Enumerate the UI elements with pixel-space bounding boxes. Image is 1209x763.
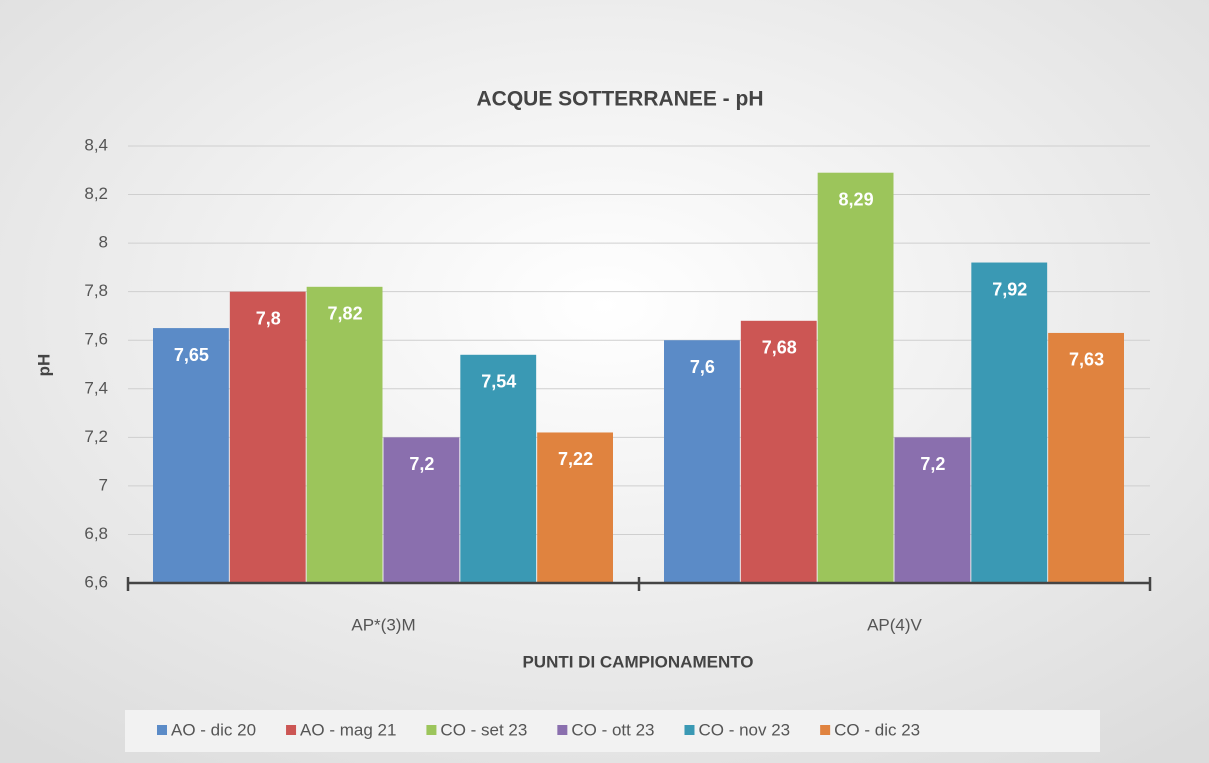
data-label: 7,65 bbox=[174, 345, 209, 365]
data-label: 7,22 bbox=[558, 449, 593, 469]
legend-label: CO - ott 23 bbox=[571, 720, 654, 739]
data-label: 7,54 bbox=[481, 372, 516, 392]
x-tick-label: AP*(3)M bbox=[351, 615, 415, 634]
legend-label: CO - nov 23 bbox=[698, 720, 790, 739]
y-tick-label: 7,8 bbox=[84, 281, 108, 300]
data-label: 7,2 bbox=[409, 454, 434, 474]
x-axis-label: PUNTI DI CAMPIONAMENTO bbox=[522, 652, 753, 671]
data-label: 7,82 bbox=[328, 304, 363, 324]
bar bbox=[460, 354, 537, 583]
y-tick-label: 7,4 bbox=[84, 378, 108, 397]
y-tick-label: 7,2 bbox=[84, 427, 108, 446]
data-label: 7,8 bbox=[256, 308, 281, 328]
legend-marker bbox=[684, 725, 695, 735]
legend-marker bbox=[820, 725, 831, 735]
y-tick-label: 8,4 bbox=[84, 135, 108, 154]
y-tick-label: 7 bbox=[99, 475, 108, 494]
bar bbox=[740, 320, 817, 583]
bar bbox=[537, 432, 613, 583]
y-tick-label: 6,6 bbox=[84, 572, 108, 591]
bar bbox=[306, 286, 383, 583]
legend-label: CO - set 23 bbox=[440, 720, 527, 739]
y-tick-label: 6,8 bbox=[84, 524, 108, 543]
chart-title: ACQUE SOTTERRANEE - pH bbox=[476, 88, 763, 111]
y-tick-label: 8,2 bbox=[84, 184, 108, 203]
bar bbox=[153, 328, 229, 583]
y-tick-label: 8 bbox=[99, 233, 108, 252]
bar bbox=[1048, 332, 1124, 583]
data-label: 7,2 bbox=[920, 454, 945, 474]
legend-label: CO - dic 23 bbox=[834, 720, 920, 739]
bar bbox=[664, 340, 740, 583]
data-label: 8,29 bbox=[839, 189, 874, 209]
legend-label: AO - dic 20 bbox=[171, 720, 256, 739]
data-label: 7,68 bbox=[762, 338, 797, 358]
bar bbox=[971, 262, 1048, 583]
legend-label: AO - mag 21 bbox=[300, 720, 396, 739]
data-label: 7,6 bbox=[690, 357, 715, 377]
y-axis-label: pH bbox=[34, 354, 53, 377]
bar bbox=[894, 437, 971, 583]
bar bbox=[817, 172, 894, 583]
bar bbox=[383, 437, 460, 583]
legend-marker bbox=[557, 725, 568, 735]
legend-marker bbox=[426, 725, 437, 735]
data-label: 7,92 bbox=[992, 279, 1027, 299]
legend-marker bbox=[286, 725, 297, 735]
legend-marker bbox=[157, 725, 167, 735]
data-label: 7,63 bbox=[1069, 350, 1104, 370]
y-tick-label: 7,6 bbox=[84, 330, 108, 349]
bar bbox=[229, 291, 306, 583]
x-tick-label: AP(4)V bbox=[867, 615, 922, 634]
